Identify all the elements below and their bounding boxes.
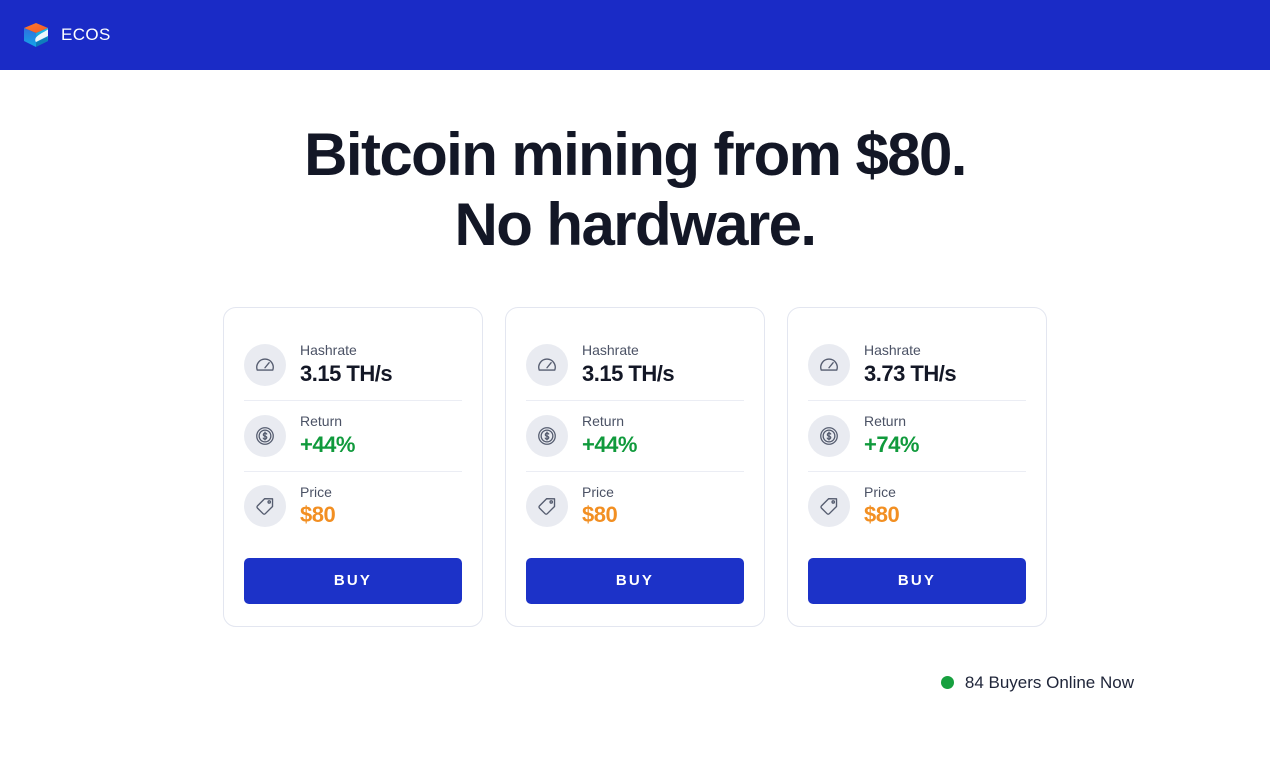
buy-button[interactable]: BUY	[244, 557, 462, 604]
pricing-card: Hashrate 3.73 TH/s Return +74%	[787, 307, 1047, 627]
page-title: Bitcoin mining from $80. No hardware.	[0, 120, 1270, 259]
spec-label: Return	[864, 413, 907, 430]
pricing-card: Hashrate 3.15 TH/s Return +44%	[505, 307, 765, 627]
spec-return: Return +74%	[808, 400, 1026, 471]
price-tag-icon	[526, 485, 568, 528]
spec-value: +44%	[582, 431, 637, 457]
spec-value: +44%	[300, 431, 355, 457]
online-indicator-dot-icon	[940, 676, 954, 690]
spec-value: 3.15 TH/s	[300, 360, 393, 386]
spec-label: Price	[864, 483, 896, 500]
spec-label: Price	[582, 483, 614, 500]
price-tag-icon	[808, 485, 850, 528]
ecos-cube-logo-icon	[22, 21, 50, 49]
dollar-coin-icon	[526, 414, 568, 457]
hero-section: Bitcoin mining from $80. No hardware.	[0, 70, 1270, 259]
spec-value: $80	[300, 502, 336, 528]
dollar-coin-icon	[808, 414, 850, 457]
spec-label: Return	[582, 413, 625, 430]
spec-label: Hashrate	[300, 342, 357, 359]
spec-label: Return	[300, 413, 343, 430]
spec-price: Price $80	[244, 470, 462, 542]
page-title-line-2: No hardware.	[454, 190, 818, 258]
spec-value: 3.15 TH/s	[582, 360, 675, 386]
pricing-cards: Hashrate 3.15 TH/s Return +44%	[0, 307, 1270, 627]
spec-price: Price $80	[808, 470, 1026, 542]
buyers-online-label: 84 Buyers Online Now	[964, 672, 1134, 692]
buy-button[interactable]: BUY	[526, 557, 744, 604]
spec-hashrate: Hashrate 3.15 TH/s	[526, 330, 744, 400]
price-tag-icon	[244, 485, 286, 528]
spec-value: +74%	[864, 431, 919, 457]
buyers-online-status: 84 Buyers Online Now	[940, 672, 1134, 693]
speedometer-icon	[808, 343, 850, 386]
pricing-card: Hashrate 3.15 TH/s Return +44%	[223, 307, 483, 627]
spec-price: Price $80	[526, 470, 744, 542]
spec-hashrate: Hashrate 3.15 TH/s	[244, 330, 462, 400]
brand-logo-link[interactable]: ECOS	[22, 21, 111, 49]
spec-label: Hashrate	[582, 342, 639, 359]
spec-hashrate: Hashrate 3.73 TH/s	[808, 330, 1026, 400]
site-header: ECOS	[0, 0, 1270, 70]
speedometer-icon	[244, 343, 286, 386]
spec-value: $80	[582, 502, 618, 528]
brand-name: ECOS	[61, 25, 111, 44]
spec-value: $80	[864, 502, 900, 528]
spec-value: 3.73 TH/s	[864, 360, 957, 386]
spec-return: Return +44%	[526, 400, 744, 471]
dollar-coin-icon	[244, 414, 286, 457]
page-title-line-1: Bitcoin mining from $80.	[304, 121, 967, 188]
spec-label: Hashrate	[864, 342, 921, 359]
buy-button[interactable]: BUY	[808, 557, 1026, 604]
status-bar: 84 Buyers Online Now	[0, 673, 1270, 693]
speedometer-icon	[526, 343, 568, 386]
spec-return: Return +44%	[244, 400, 462, 471]
spec-label: Price	[300, 483, 332, 500]
